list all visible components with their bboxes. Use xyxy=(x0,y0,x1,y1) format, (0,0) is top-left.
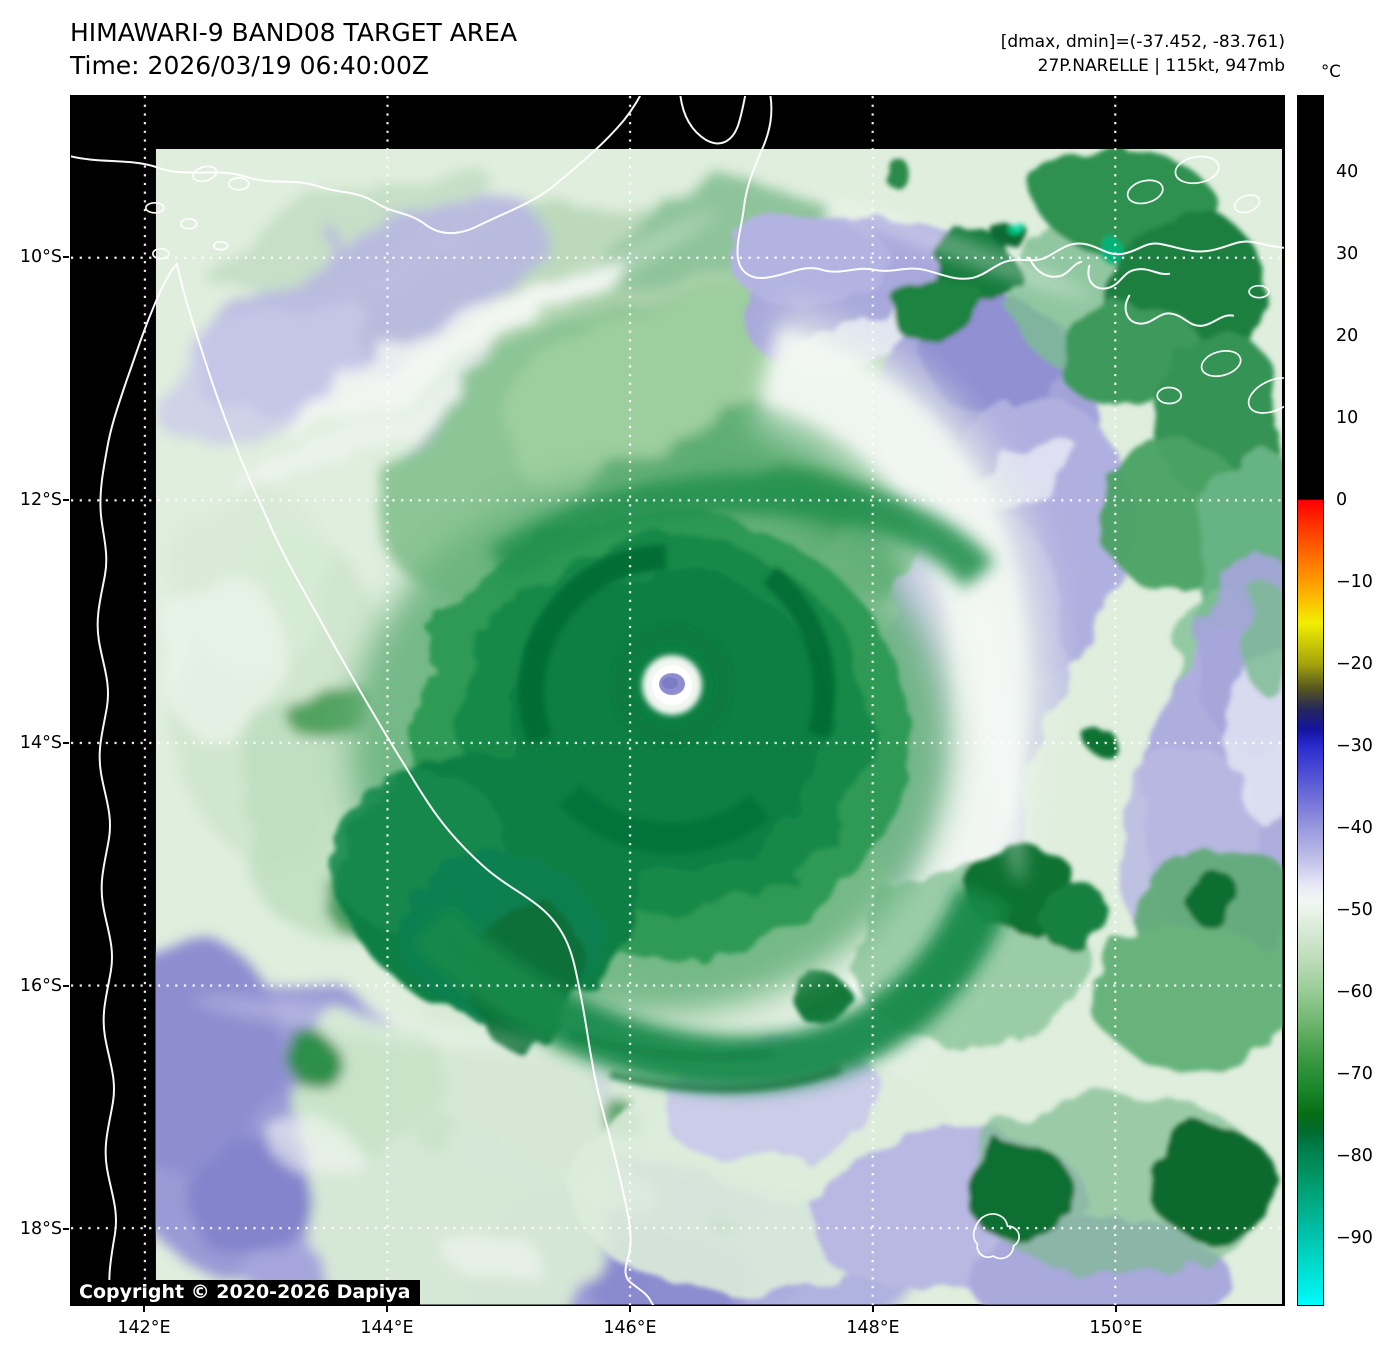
lon-tick-label: 150°E xyxy=(1089,1318,1143,1338)
dmax-dmin-readout: [dmax, dmin]=(-37.452, -83.761) xyxy=(1000,32,1285,52)
colorbar-unit-label: °C xyxy=(1321,62,1341,81)
colorbar-tick-label: 10 xyxy=(1336,408,1359,429)
lon-tick-label: 144°E xyxy=(360,1318,414,1338)
product-title: HIMAWARI-9 BAND08 TARGET AREA xyxy=(70,18,518,47)
coastline-queensland-east xyxy=(175,262,655,1305)
header-readouts: [dmax, dmin]=(-37.452, -83.761) 27P.NARE… xyxy=(1001,30,1285,78)
lat-tick-mark xyxy=(63,742,69,744)
lon-tick-label: 142°E xyxy=(117,1318,171,1338)
colorbar-tick-label: −90 xyxy=(1336,1227,1373,1248)
colorbar-tick-label: 40 xyxy=(1336,162,1359,183)
coastline-png-east xyxy=(736,96,1284,280)
lat-tick-mark xyxy=(63,256,69,258)
cloud-field xyxy=(155,148,1283,1305)
storm-readout: 27P.NARELLE | 115kt, 947mb xyxy=(1037,56,1285,76)
coastlines xyxy=(71,96,1284,1305)
coastline-png-hook xyxy=(679,96,747,145)
cyclone-eye xyxy=(642,655,702,715)
header: HIMAWARI-9 BAND08 TARGET AREA Time: 2026… xyxy=(70,16,517,82)
lat-tick-label: 12°S xyxy=(19,490,62,510)
copyright-badge: Copyright © 2020-2026 Dapiya xyxy=(71,1280,421,1305)
colorbar-tick-label: 20 xyxy=(1336,326,1359,347)
colorbar-tick-label: −60 xyxy=(1336,981,1373,1002)
lat-tick-mark xyxy=(63,1228,69,1230)
lon-tick-mark xyxy=(1115,1306,1117,1312)
lon-tick-mark xyxy=(872,1306,874,1312)
product-time: Time: 2026/03/19 06:40:00Z xyxy=(70,51,429,80)
coastline-png-west xyxy=(71,96,642,235)
coastline-gulf-west xyxy=(96,262,178,1305)
colorbar-tick-label: −40 xyxy=(1336,817,1373,838)
lat-tick-mark xyxy=(63,499,69,501)
lat-tick-mark xyxy=(63,985,69,987)
colorbar-tick-label: 30 xyxy=(1336,244,1359,265)
colorbar-tick-label: −80 xyxy=(1336,1145,1373,1166)
lon-tick-mark xyxy=(386,1306,388,1312)
colorbar-tick-label: −30 xyxy=(1336,736,1373,756)
colorbar-gradient xyxy=(1297,95,1324,1306)
colorbar-tick-label: −70 xyxy=(1336,1063,1373,1084)
lon-tick-label: 148°E xyxy=(846,1318,900,1338)
lon-tick-mark xyxy=(143,1306,145,1312)
satellite-imagery xyxy=(71,96,1284,1305)
islands xyxy=(145,155,1284,1260)
colorbar-tick-label: 0 xyxy=(1336,490,1348,511)
colorbar-tick-label: −10 xyxy=(1336,572,1373,593)
coastline-png-bays xyxy=(1028,256,1235,327)
lat-tick-label: 14°S xyxy=(19,733,62,753)
lon-tick-mark xyxy=(629,1306,631,1312)
lat-tick-label: 16°S xyxy=(19,976,62,996)
cdo xyxy=(330,473,1011,1093)
lon-tick-label: 146°E xyxy=(603,1318,657,1338)
lat-tick-label: 18°S xyxy=(19,1219,62,1239)
map-canvas: Copyright © 2020-2026 Dapiya xyxy=(70,95,1285,1306)
lat-tick-label: 10°S xyxy=(19,247,62,267)
colorbar-tick-label: −50 xyxy=(1336,899,1373,920)
colorbar-tick-label: −20 xyxy=(1336,654,1373,674)
gridlines xyxy=(71,96,1284,1305)
